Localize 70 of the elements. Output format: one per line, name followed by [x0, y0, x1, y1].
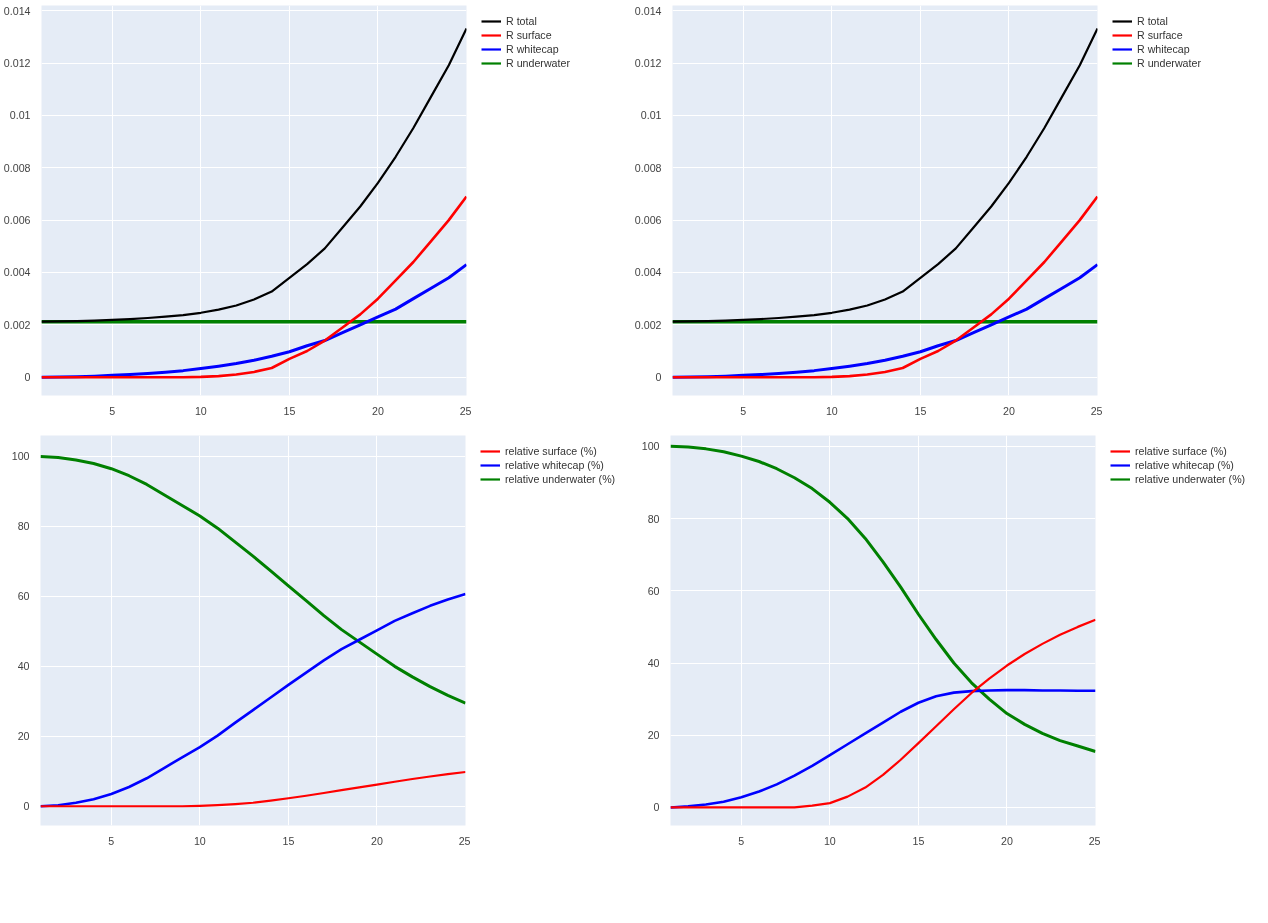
x-tick-label: 10: [194, 404, 207, 417]
line-series: [672, 195, 1098, 379]
legend-label: relative surface (%): [505, 445, 597, 457]
y-tick-label: 0.004: [3, 266, 31, 279]
x-tick-label: 15: [283, 404, 296, 417]
legend-label: relative whitecap (%): [505, 459, 604, 471]
x-tick-label: 25: [459, 404, 472, 417]
legend-label: R underwater: [506, 57, 570, 69]
y-tick-label: 20: [647, 729, 660, 742]
x-tick-label: 20: [1003, 404, 1015, 417]
y-tick-label: 100: [11, 450, 30, 463]
line-series: [41, 195, 467, 379]
x-tick-label: 5: [738, 834, 745, 847]
legend-label: R underwater: [1137, 57, 1201, 69]
legend-label: relative underwater (%): [505, 473, 616, 485]
x-tick-label: 15: [912, 834, 925, 847]
y-tick-label: 0.002: [3, 318, 31, 331]
x-tick-label: 5: [108, 834, 115, 847]
x-tick-label: 10: [193, 834, 206, 847]
legend-label: R total: [1137, 15, 1168, 27]
y-tick-label: 0.012: [3, 57, 31, 70]
x-tick-label: 25: [1090, 404, 1103, 417]
y-tick-label: 0.01: [640, 109, 662, 122]
y-tick-label: 0.01: [9, 109, 31, 122]
y-tick-label: 0.014: [634, 4, 662, 17]
x-tick-label: 10: [823, 834, 836, 847]
legend-label: R surface: [1137, 29, 1183, 41]
legend-label: relative underwater (%): [1135, 473, 1246, 485]
y-tick-label: 0.004: [634, 266, 662, 279]
x-tick-label: 20: [372, 404, 384, 417]
y-tick-label: 20: [17, 730, 30, 743]
x-tick-label: 25: [458, 834, 471, 847]
x-tick-label: 15: [282, 834, 295, 847]
y-tick-label: 0.014: [3, 4, 31, 17]
y-tick-label: 0.006: [3, 214, 31, 227]
y-tick-label: 40: [17, 660, 30, 673]
y-tick-label: 40: [647, 657, 660, 669]
legend-label: R total: [506, 15, 537, 27]
line-series: [670, 618, 1096, 809]
x-tick-label: 25: [1088, 834, 1101, 847]
y-tick-label: 0.008: [3, 161, 31, 174]
legend-label: R whitecap: [506, 43, 559, 55]
line-series: [40, 770, 466, 808]
y-tick-label: 0: [653, 801, 660, 814]
x-tick-label: 5: [740, 404, 747, 417]
x-tick-label: 10: [825, 404, 838, 417]
y-tick-label: 100: [641, 440, 660, 453]
y-tick-label: 0: [23, 800, 30, 813]
y-tick-label: 0: [655, 371, 662, 384]
y-tick-label: 0.002: [634, 318, 662, 331]
y-tick-label: 0: [24, 371, 31, 384]
line-series: [40, 454, 466, 705]
line-series: [670, 444, 1096, 753]
legend-label: R whitecap: [1137, 43, 1190, 55]
y-tick-label: 0.006: [634, 214, 662, 227]
y-tick-label: 60: [647, 584, 660, 597]
x-tick-label: 20: [371, 834, 383, 847]
legend-label: relative whitecap (%): [1135, 459, 1234, 471]
y-tick-label: 0.008: [634, 161, 662, 174]
line-series: [41, 27, 467, 323]
y-tick-label: 80: [647, 512, 660, 525]
line-series: [672, 27, 1098, 323]
x-tick-label: 15: [914, 404, 927, 417]
legend-label: R surface: [506, 29, 552, 41]
x-tick-label: 20: [1001, 834, 1013, 847]
y-tick-label: 0.012: [634, 57, 662, 70]
legend-label: relative surface (%): [1135, 445, 1227, 457]
y-tick-label: 80: [17, 520, 30, 533]
y-tick-label: 60: [17, 590, 30, 603]
x-tick-label: 5: [109, 404, 116, 417]
